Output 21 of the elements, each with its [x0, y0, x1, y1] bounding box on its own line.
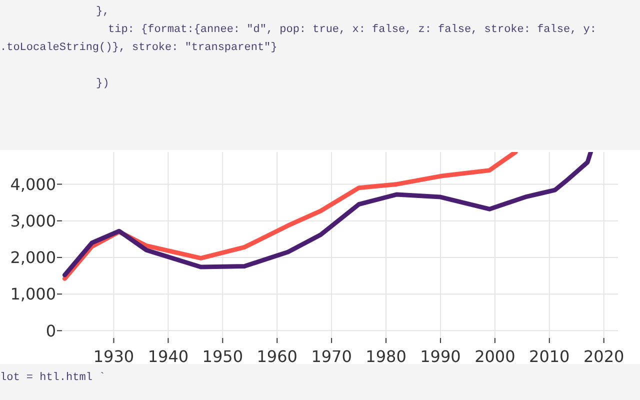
y-tick-label: 3,000	[10, 211, 56, 230]
text: .toLocaleString()}, stroke: "transparent"}	[0, 42, 278, 54]
line-series	[62, 152, 594, 278]
x-tick-label: 2000	[474, 347, 516, 366]
x-tick-label: 1980	[366, 347, 406, 366]
y-tick-label: 4,000	[10, 174, 56, 194]
x-tick-label: 2020	[583, 347, 624, 366]
text: },	[96, 6, 110, 18]
text: tip: {format:{annee: "d", pop: true, x: false, z: false, stroke: false, y:	[108, 24, 596, 36]
x-tick-label: 2010	[529, 347, 570, 366]
x-tick-label: 1990	[420, 347, 461, 366]
y-tick-label: 2,000	[10, 248, 56, 268]
x-tick-label: 1960	[256, 347, 298, 366]
y-tick-label: 0	[46, 321, 56, 340]
text: lot = htl.html `	[0, 372, 106, 384]
y-tick-label: 1,000	[10, 284, 56, 304]
x-tick-label: 1970	[311, 347, 352, 366]
x-tick-label: 1930	[93, 347, 134, 366]
x-tick-label: 1950	[202, 347, 244, 366]
x-tick-label: 1940	[148, 347, 189, 366]
text: })	[96, 78, 110, 90]
